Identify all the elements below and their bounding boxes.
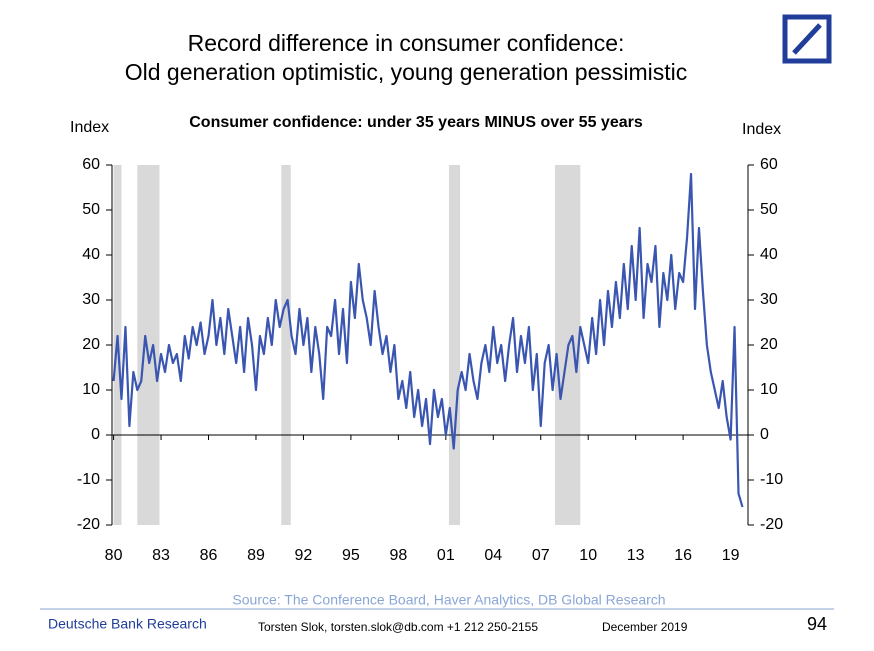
y2-tick-label: 40 [760, 246, 778, 263]
y-tick-label: 40 [82, 246, 100, 263]
y2-tick-label: -10 [760, 471, 783, 488]
y-tick-label: -20 [77, 516, 100, 533]
x-tick-label: 86 [200, 547, 218, 564]
data-line [112, 172, 744, 508]
recession-band [137, 165, 160, 525]
x-tick-label: 16 [674, 547, 692, 564]
y-tick-label: 10 [82, 381, 100, 398]
y2-tick-label: -20 [760, 516, 783, 533]
x-tick-label: 95 [342, 547, 360, 564]
source: Source: The Conference Board, Haver Anal… [232, 592, 665, 608]
page-number: 94 [807, 614, 827, 634]
x-tick-label: 01 [437, 547, 455, 564]
x-tick-label: 98 [389, 547, 407, 564]
title: Record difference in consumer confidence… [188, 30, 625, 56]
y2-tick-label: 50 [760, 201, 778, 218]
x-tick-label: 92 [295, 547, 313, 564]
y2-axis-label: Index [742, 121, 781, 138]
y2-tick-label: 60 [760, 156, 778, 173]
title: Old generation optimistic, young generat… [125, 59, 688, 85]
y-tick-label: 20 [82, 336, 100, 353]
footer-brand: Deutsche Bank Research [48, 616, 207, 632]
plot: -20-100102030405060-20-10010203040506080… [77, 156, 783, 564]
x-tick-label: 19 [722, 547, 740, 564]
logo [782, 14, 832, 64]
y2-tick-label: 0 [760, 426, 769, 443]
y2-tick-label: 10 [760, 381, 778, 398]
y-tick-label: 50 [82, 201, 100, 218]
y-axis-label: Index [70, 119, 109, 136]
y-tick-label: -10 [77, 471, 100, 488]
y-tick-label: 30 [82, 291, 100, 308]
x-tick-label: 89 [247, 547, 265, 564]
x-tick-label: 10 [579, 547, 597, 564]
chart-subtitle: Consumer confidence: under 35 years MINU… [189, 114, 643, 131]
x-tick-label: 83 [152, 547, 170, 564]
x-tick-label: 13 [627, 547, 645, 564]
x-tick-label: 80 [105, 547, 123, 564]
y-tick-label: 0 [91, 426, 100, 443]
recession-band [281, 165, 291, 525]
y2-tick-label: 30 [760, 291, 778, 308]
y-tick-label: 60 [82, 156, 100, 173]
recession-band [448, 165, 461, 525]
footer-date: December 2019 [602, 620, 688, 634]
y2-tick-label: 20 [760, 336, 778, 353]
footer-author: Torsten Slok, torsten.slok@db.com +1 212… [258, 620, 538, 634]
x-tick-label: 07 [532, 547, 550, 564]
x-tick-label: 04 [484, 547, 502, 564]
